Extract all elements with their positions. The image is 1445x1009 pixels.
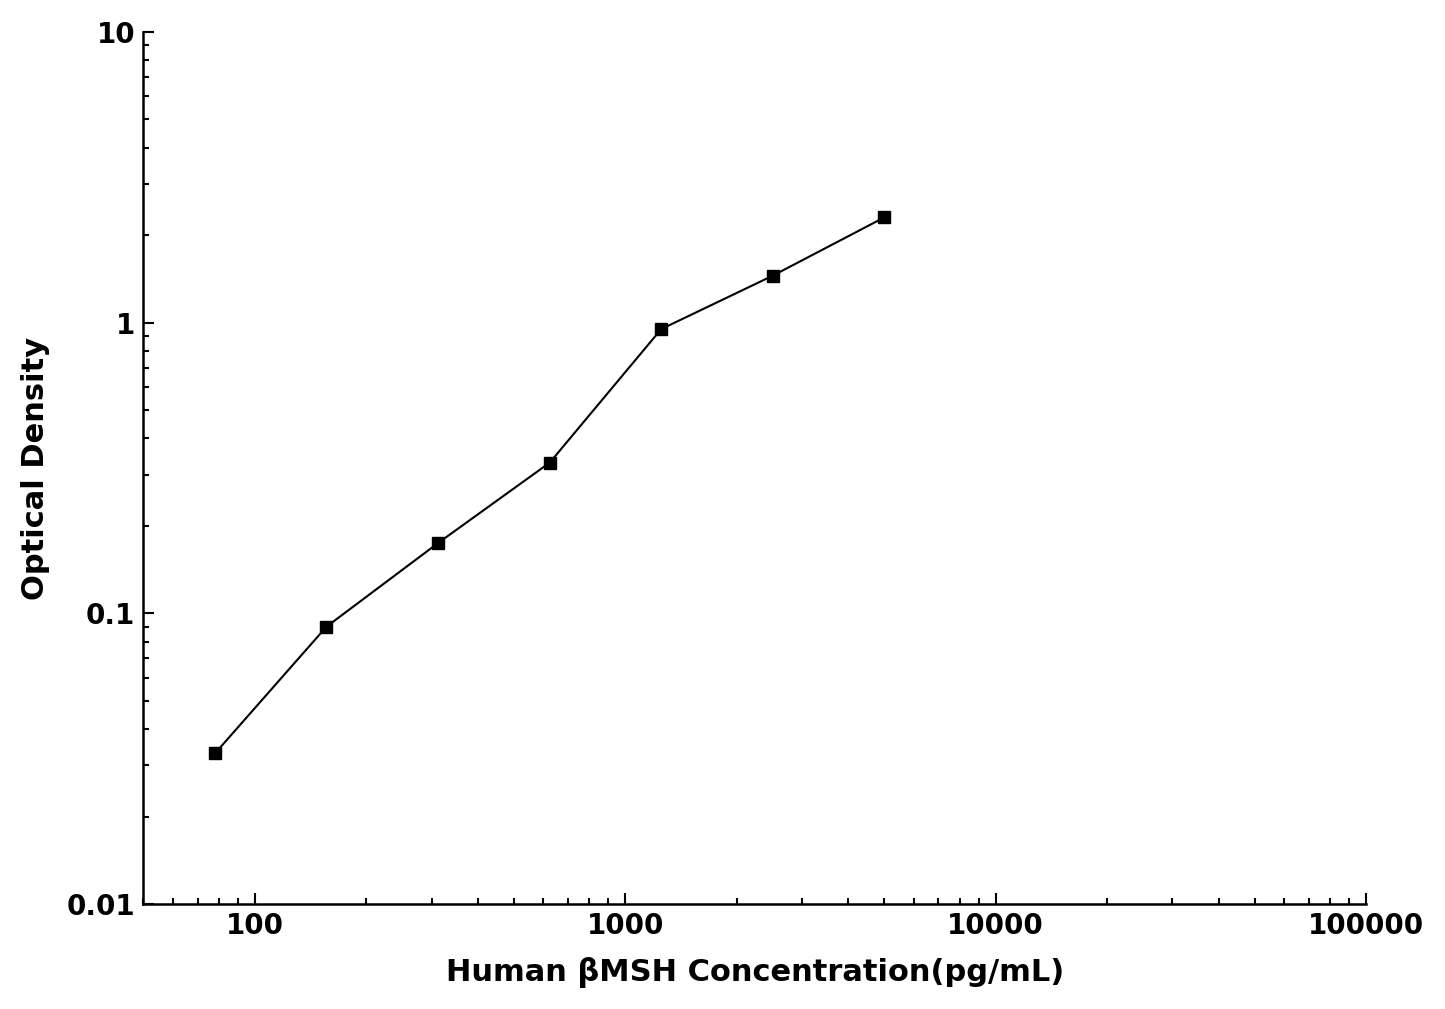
Y-axis label: Optical Density: Optical Density — [20, 336, 49, 599]
X-axis label: Human βMSH Concentration(pg/mL): Human βMSH Concentration(pg/mL) — [445, 958, 1064, 988]
